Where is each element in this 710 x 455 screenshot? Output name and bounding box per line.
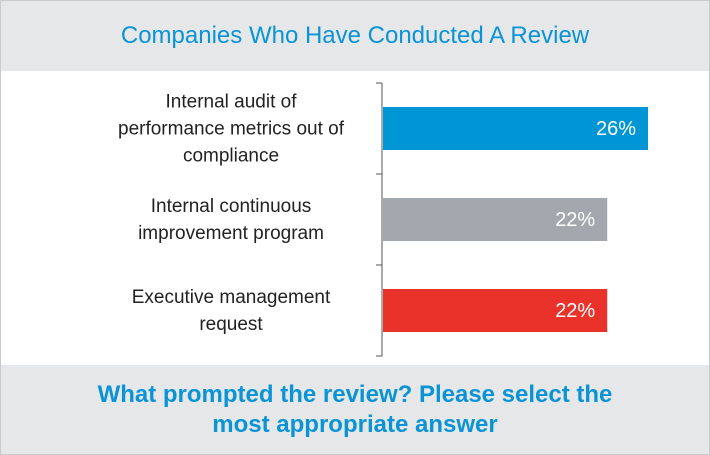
bar xyxy=(383,107,648,150)
footer: What prompted the review? Please select … xyxy=(1,365,709,454)
category-label: Internal audit of performance metrics ou… xyxy=(118,91,344,166)
chart-subtitle: What prompted the review? Please select … xyxy=(97,380,613,438)
header: Companies Who Have Conducted A Review xyxy=(1,1,709,71)
bar xyxy=(383,289,608,332)
bar xyxy=(383,198,608,241)
category-label: Executive management request xyxy=(131,286,331,335)
value-label: 26% xyxy=(596,118,636,140)
category-label: Internal continuous improvement program xyxy=(138,195,324,244)
chart-title: Companies Who Have Conducted A Review xyxy=(120,22,590,49)
value-label: 22% xyxy=(555,209,595,231)
value-label: 22% xyxy=(555,300,595,322)
